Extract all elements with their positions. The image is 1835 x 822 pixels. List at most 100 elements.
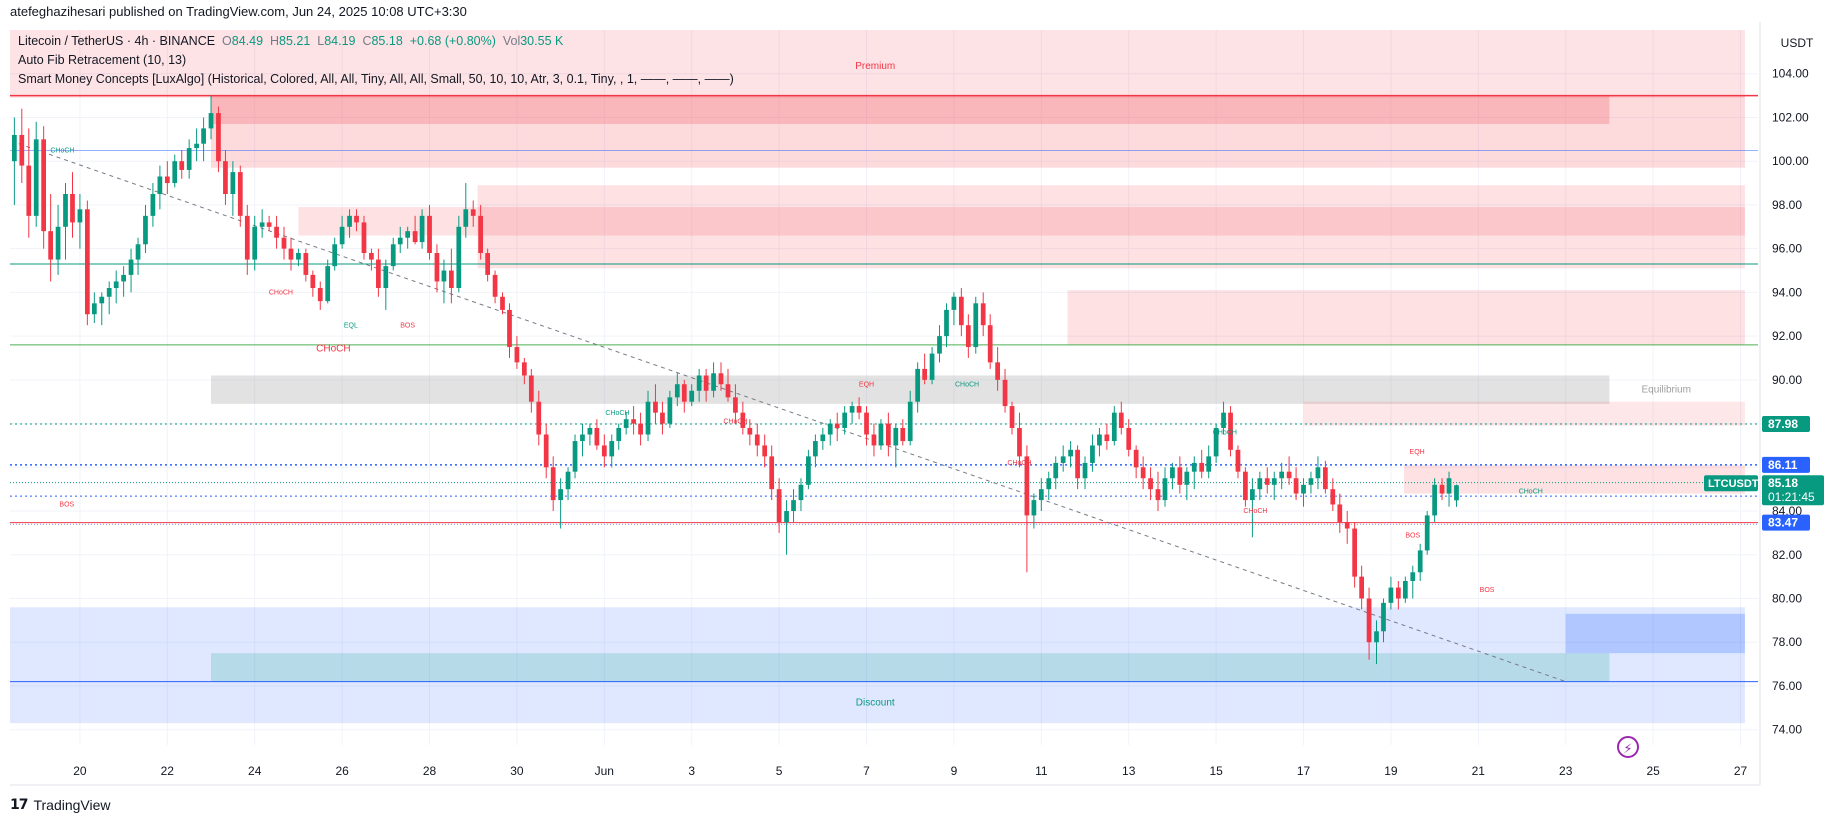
- candle-body: [186, 148, 192, 170]
- candle-body: [266, 222, 272, 227]
- candle-body: [1038, 489, 1044, 501]
- x-tick-label: 23: [1559, 764, 1573, 778]
- indicator-fib[interactable]: Auto Fib Retracement (10, 13): [18, 53, 187, 67]
- candle: [390, 237, 396, 271]
- candle-body: [361, 222, 367, 254]
- candle: [747, 419, 753, 446]
- candle-body: [223, 161, 228, 194]
- candle-body: [296, 253, 301, 260]
- candle-body: [1090, 445, 1095, 463]
- candle-body: [216, 113, 221, 162]
- candle-body: [1424, 515, 1430, 551]
- candle: [310, 270, 316, 297]
- candle: [1060, 445, 1066, 472]
- chart-legend: Litecoin / TetherUS · 4h · BINANCE O84.4…: [18, 32, 734, 89]
- candle: [827, 419, 833, 446]
- candle: [1068, 441, 1073, 468]
- candle-body: [543, 434, 549, 468]
- candle: [500, 292, 505, 315]
- candle-body: [1097, 434, 1102, 446]
- candle-body: [419, 215, 425, 243]
- y-tick-label: 80.00: [1772, 592, 1802, 606]
- candle-body: [427, 215, 432, 254]
- candle: [361, 215, 367, 260]
- open-label: O: [222, 34, 232, 48]
- candle-body: [1060, 456, 1066, 463]
- candle: [296, 248, 301, 267]
- candle: [1024, 445, 1030, 573]
- candle: [1243, 467, 1248, 507]
- candle: [135, 237, 141, 275]
- candle: [164, 161, 170, 194]
- candle-body: [769, 456, 775, 490]
- y-tick-label: 82.00: [1772, 548, 1802, 562]
- candle: [347, 209, 352, 238]
- candle-body: [733, 397, 738, 413]
- zone-discount-green: [211, 653, 1610, 682]
- structure-label: EQH: [1410, 449, 1425, 456]
- candle-body: [41, 139, 47, 232]
- candle-body: [558, 489, 563, 501]
- x-tick-label: 26: [335, 764, 349, 778]
- x-tick-label: 30: [510, 764, 524, 778]
- candle: [1228, 406, 1233, 457]
- candle: [274, 215, 279, 249]
- candle: [63, 183, 68, 260]
- candle-body: [259, 222, 265, 227]
- candle-body: [609, 441, 615, 457]
- candle: [740, 401, 746, 435]
- candle: [113, 270, 119, 304]
- zone-ob-3: [1067, 290, 1745, 345]
- candle: [813, 434, 818, 468]
- candle: [653, 384, 658, 424]
- candle: [281, 226, 287, 260]
- candle-body: [754, 434, 760, 446]
- lightning-icon[interactable]: ⚡: [1617, 736, 1639, 758]
- y-tick-label: 90.00: [1772, 373, 1802, 387]
- candle: [485, 248, 491, 282]
- candle: [1235, 445, 1241, 479]
- candle-body: [653, 401, 658, 413]
- price-badge-label: 83.47: [1768, 516, 1798, 530]
- symbol-badge: [1704, 475, 1758, 492]
- candle-body: [762, 445, 768, 457]
- candle-body: [1221, 412, 1226, 428]
- footer-brand[interactable]: 𝟭𝟳 TradingView: [10, 796, 111, 813]
- candle: [645, 390, 651, 442]
- candle: [1446, 471, 1452, 507]
- candle: [230, 161, 236, 216]
- candle: [1199, 449, 1205, 479]
- currency-label[interactable]: USDT: [1780, 36, 1814, 50]
- candle: [623, 412, 629, 435]
- candle: [1126, 419, 1132, 457]
- candle: [376, 248, 381, 297]
- candle-body: [886, 423, 891, 446]
- indicator-smc[interactable]: Smart Money Concepts [LuxAlgo] (Historic…: [18, 72, 734, 86]
- candle-body: [33, 139, 39, 216]
- zone-ob-2: [477, 185, 1745, 269]
- candle: [12, 117, 17, 205]
- candle: [1133, 445, 1139, 479]
- candle: [99, 292, 105, 326]
- candle: [907, 390, 913, 446]
- candle-body: [317, 288, 323, 302]
- price-chart[interactable]: Premium Equilibrium Discount BOS CHoCH CHoCH E…: [0, 0, 1835, 790]
- structure-label: CHoCH: [269, 290, 293, 297]
- last-price-badge: [1762, 475, 1824, 506]
- high-label: H: [270, 34, 280, 48]
- symbol-title[interactable]: Litecoin / TetherUS · 4h · BINANCE: [18, 34, 216, 48]
- candle-body: [864, 412, 869, 435]
- candle-body: [922, 368, 928, 380]
- candle-body: [99, 296, 105, 304]
- candle: [550, 456, 556, 512]
- structure-label: CHoCH: [316, 343, 350, 354]
- candle: [449, 248, 454, 304]
- candle: [1410, 565, 1416, 599]
- candle: [1257, 471, 1263, 501]
- candle-body: [798, 484, 804, 501]
- candle-body: [893, 427, 899, 446]
- candle: [1301, 478, 1306, 507]
- candle-body: [1017, 427, 1022, 457]
- candle-body: [70, 193, 75, 223]
- y-tick-label: 96.00: [1772, 242, 1802, 256]
